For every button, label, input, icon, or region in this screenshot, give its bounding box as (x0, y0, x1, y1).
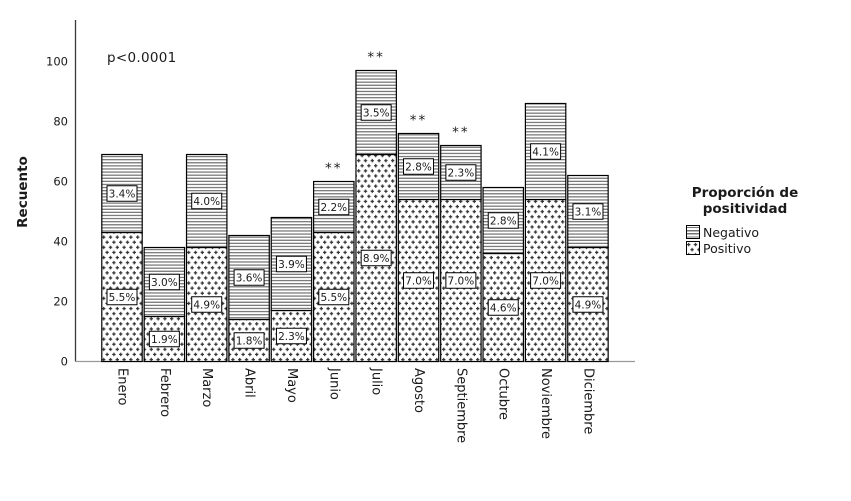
segment-label-positivo: 1.9% (151, 334, 178, 346)
x-category-label: Abril (242, 368, 257, 398)
segment-label-box-negativo (233, 269, 265, 286)
segment-label-positivo: 5.5% (320, 292, 347, 304)
segment-label-negativo: 3.1% (575, 206, 602, 218)
segment-label-negativo: 3.0% (151, 277, 178, 289)
segment-label-box-negativo (487, 212, 519, 229)
y-axis-title: Recuento (15, 156, 31, 228)
segment-label-box-positivo (572, 296, 604, 313)
significance-marker: ** (367, 50, 385, 66)
segment-label-negativo: 2.2% (320, 202, 347, 214)
negativo-pattern-swatch (686, 225, 700, 240)
segment-label-positivo: 5.5% (109, 292, 136, 304)
segment-label-negativo: 2.3% (448, 167, 475, 179)
segment-label-positivo: 4.6% (490, 302, 517, 314)
segment-label-negativo: 3.6% (236, 272, 263, 284)
significance-marker: ** (410, 113, 428, 129)
y-tick-label: 0 (61, 355, 68, 369)
segment-label-box-negativo (403, 158, 435, 175)
segment-label-box-positivo (191, 296, 223, 313)
significance-marker: ** (325, 161, 343, 177)
y-tick-label: 100 (46, 55, 68, 69)
segment-label-positivo: 7.0% (405, 275, 432, 287)
legend-label-positivo: Positivo (703, 240, 752, 256)
segment-label-box-negativo (275, 255, 307, 273)
segment-label-box-negativo (445, 164, 477, 181)
segment-label-box-positivo (318, 288, 350, 306)
x-category-label: Mayo (284, 368, 299, 403)
legend: Proporción de positividad Negativo Posit… (663, 185, 833, 257)
segment-label-box-negativo (530, 143, 562, 160)
segment-label-negativo: 2.8% (490, 215, 517, 227)
segment-label-positivo: 2.3% (278, 331, 305, 343)
p-value-annotation: p<0.0001 (107, 50, 177, 66)
segment-label-positivo: 7.0% (448, 275, 475, 287)
segment-label-negativo: 2.8% (405, 161, 432, 173)
x-category-label: Marzo (199, 368, 214, 407)
y-tick-label: 60 (53, 175, 68, 189)
segment-label-box-positivo (148, 330, 180, 348)
segment-label-box-negativo (572, 203, 604, 220)
segment-label-box-positivo (275, 327, 307, 345)
x-category-label: Diciembre (580, 368, 595, 434)
segment-label-box-positivo (530, 272, 562, 289)
segment-label-negativo: 3.5% (363, 107, 390, 119)
segment-label-box-negativo (106, 185, 138, 202)
segment-label-box-positivo (403, 272, 435, 289)
segment-label-positivo: 7.0% (532, 275, 559, 287)
x-category-label: Noviembre (538, 368, 553, 439)
segment-label-box-positivo (487, 299, 519, 316)
segment-label-box-positivo (233, 332, 265, 349)
segment-label-negativo: 4.1% (532, 146, 559, 158)
segment-label-positivo: 8.9% (363, 253, 390, 265)
legend-title: Proporción de positividad (691, 185, 799, 217)
significance-marker: ** (452, 125, 470, 141)
segment-label-box-negativo (360, 104, 392, 121)
x-category-label: Enero (115, 368, 130, 406)
y-tick-label: 80 (53, 115, 68, 129)
x-category-label: Febrero (157, 368, 172, 417)
legend-item-negativo: Negativo (686, 225, 833, 240)
segment-label-box-negativo (148, 273, 180, 291)
legend-label-negativo: Negativo (703, 224, 760, 240)
segment-label-box-positivo (445, 272, 477, 289)
segment-label-positivo: 4.9% (193, 299, 220, 311)
x-category-label: Septiembre (453, 368, 468, 443)
y-tick-label: 20 (53, 295, 68, 309)
x-category-label: Junio (326, 367, 341, 400)
segment-label-box-positivo (106, 288, 138, 306)
segment-label-negativo: 4.0% (193, 196, 220, 208)
segment-label-box-negativo (318, 198, 350, 216)
segment-label-positivo: 4.9% (575, 299, 602, 311)
positivo-pattern-swatch (686, 241, 700, 256)
x-category-label: Agosto (411, 368, 426, 413)
x-category-label: Octubre (496, 368, 511, 420)
segment-label-negativo: 3.4% (109, 188, 136, 200)
segment-label-positivo: 1.8% (236, 335, 263, 347)
segment-label-box-positivo (360, 249, 392, 267)
segment-label-negativo: 3.9% (278, 259, 305, 271)
legend-item-positivo: Positivo (686, 241, 833, 256)
y-tick-label: 40 (53, 235, 68, 249)
segment-label-box-negativo (191, 192, 223, 210)
x-category-label: Julio (369, 367, 384, 395)
